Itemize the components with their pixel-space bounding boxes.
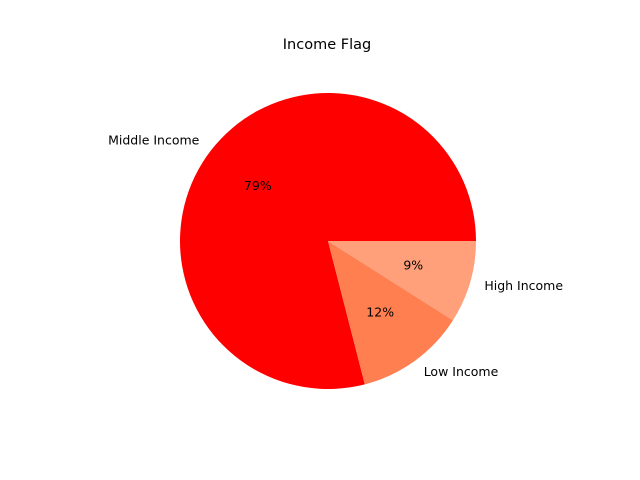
slice-label-middle-income: Middle Income (108, 133, 200, 148)
slice-label-high-income: High Income (484, 278, 563, 293)
pie-slice-high-income (328, 241, 476, 321)
slice-percent-middle-income: 79% (244, 178, 272, 193)
slice-percent-low-income: 12% (366, 304, 394, 319)
pie-labels: Middle Income 79% Low Income 12% High Income… (108, 133, 563, 379)
pie-slices (180, 93, 476, 389)
slice-label-low-income: Low Income (424, 364, 499, 379)
pie-slice-low-income (328, 241, 453, 385)
chart-title: Income Flag (283, 37, 371, 53)
slice-percent-high-income: 9% (403, 257, 423, 272)
